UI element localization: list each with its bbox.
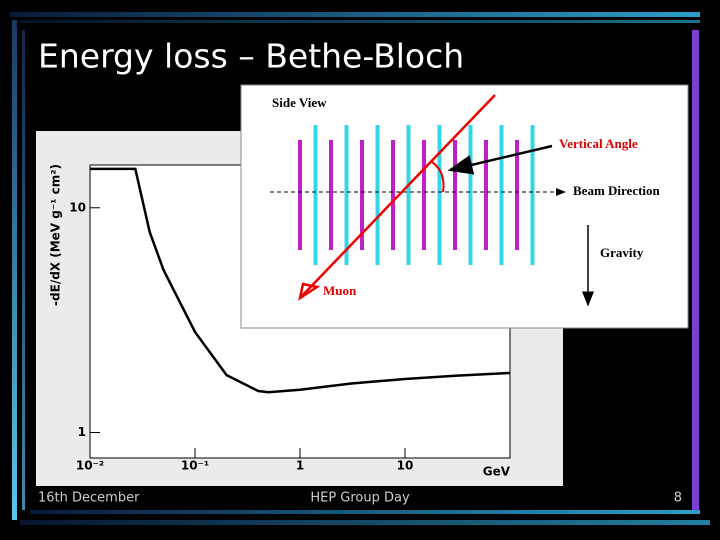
muon-label: Muon — [323, 283, 357, 298]
muon-track — [299, 94, 496, 299]
x-tick-label: 10⁻² — [76, 459, 104, 473]
x-tick-label: 10⁻¹ — [181, 459, 209, 473]
decoration — [10, 12, 710, 525]
angle-arrow — [447, 144, 553, 175]
y-axis-label: -dE/dX (MeV g⁻¹ cm²) — [49, 164, 63, 306]
x-axis-label: GeV — [483, 465, 511, 479]
data-line — [90, 167, 511, 394]
angle-arc — [431, 161, 445, 193]
footer-right: 8 — [674, 491, 682, 506]
x-tick-label: 10 — [397, 459, 414, 473]
y-tick-label: 10 — [69, 200, 86, 214]
detector-planes — [298, 125, 535, 265]
slide-title: Energy loss – Bethe-Bloch — [38, 37, 464, 76]
beam-label: Beam Direction — [573, 183, 661, 198]
y-tick-label: 1 — [78, 425, 86, 439]
footer-center: HEP Group Day — [310, 491, 410, 506]
diagram: Side View Vertical Angle Beam Direction … — [240, 84, 689, 329]
gravity-label: Gravity — [600, 245, 644, 260]
x-tick-label: 1 — [296, 459, 304, 473]
angle-label: Vertical Angle — [559, 136, 638, 151]
diagram-title: Side View — [272, 95, 327, 110]
footer-left: 16th December — [38, 491, 140, 506]
